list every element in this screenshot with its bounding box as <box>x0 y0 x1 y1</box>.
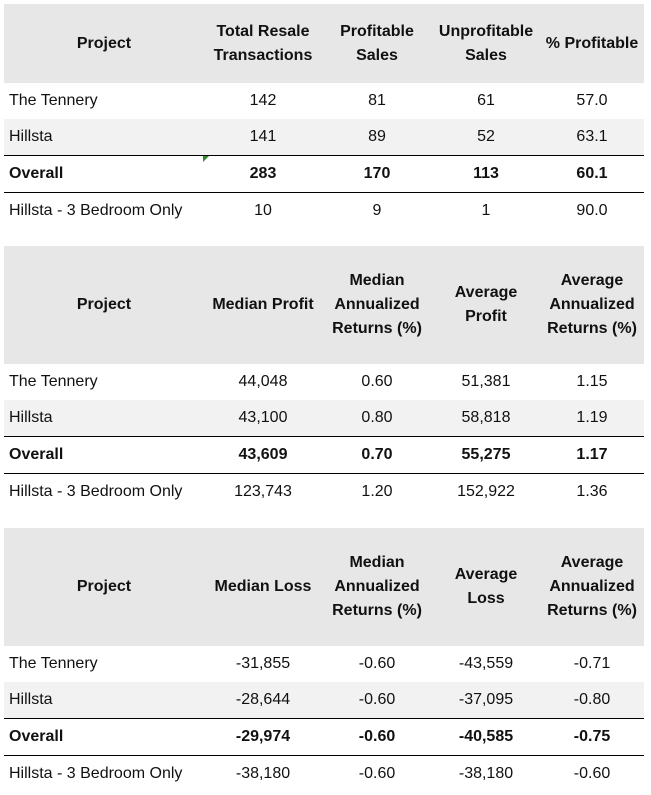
cell: -0.60 <box>358 655 396 672</box>
cell: 60.1 <box>540 155 644 193</box>
cell: 10 <box>254 202 272 219</box>
cell: -0.80 <box>540 682 644 719</box>
cell: 1.20 <box>361 483 393 500</box>
header-unprofitable-sales: Unprofitable Sales <box>432 4 540 83</box>
table-header-row: Project Median Profit Median Annualized … <box>4 246 644 364</box>
table-row-overall: Overall -29,974 -0.60 -40,585 -0.75 <box>4 718 644 756</box>
cell: 1.17 <box>540 436 644 474</box>
header-median-annualized-returns: Median Annualized Returns (%) <box>322 246 432 364</box>
cell: 113 <box>432 155 540 193</box>
cell: -38,180 <box>458 765 514 782</box>
cell-project: Overall <box>4 155 204 193</box>
cell: 0.60 <box>361 373 393 390</box>
cell: -40,585 <box>432 718 540 756</box>
cell-project: Hillsta - 3 Bedroom Only <box>9 483 183 500</box>
cell: 1.19 <box>540 400 644 437</box>
header-average-loss: Average Loss <box>432 528 540 646</box>
cell: -0.60 <box>358 765 396 782</box>
header-average-annualized-returns: Average Annualized Returns (%) <box>540 528 644 646</box>
cell-project: Overall <box>4 436 204 474</box>
table-header-row: Project Total Resale Transactions Profit… <box>4 4 644 83</box>
cell: 43,100 <box>204 400 322 437</box>
cell: -0.60 <box>573 765 611 782</box>
cell: 55,275 <box>432 436 540 474</box>
cell: -0.60 <box>322 682 432 719</box>
table-row: The Tennery 142 81 61 57.0 <box>4 83 644 119</box>
cell: -0.60 <box>322 718 432 756</box>
header-project: Project <box>4 246 204 364</box>
cell-project: The Tennery <box>9 92 98 109</box>
cell: 51,381 <box>461 373 511 390</box>
cell: 123,743 <box>234 483 292 500</box>
cell: 81 <box>368 92 386 109</box>
table-row-overall: Overall 283 170 113 60.1 <box>4 155 644 193</box>
cell: 283 <box>204 155 322 193</box>
header-profitable-sales: Profitable Sales <box>322 4 432 83</box>
cell-project: Hillsta - 3 Bedroom Only <box>9 765 183 782</box>
cell: 1.15 <box>576 373 608 390</box>
cell: 0.80 <box>322 400 432 437</box>
cell-project: Hillsta <box>4 400 204 437</box>
profit-table: Project Median Profit Median Annualized … <box>4 246 644 510</box>
cell: 1.36 <box>576 483 608 500</box>
cell-project: Hillsta <box>4 682 204 719</box>
table-row: The Tennery 44,048 0.60 51,381 1.15 <box>4 364 644 400</box>
header-median-loss: Median Loss <box>204 528 322 646</box>
cell-project: The Tennery <box>9 655 98 672</box>
cell: -43,559 <box>458 655 514 672</box>
cell: -0.75 <box>540 718 644 756</box>
cell: 170 <box>322 155 432 193</box>
table-row-overall: Overall 43,609 0.70 55,275 1.17 <box>4 436 644 474</box>
cell: -37,095 <box>432 682 540 719</box>
cell: 58,818 <box>432 400 540 437</box>
resale-transactions-table: Project Total Resale Transactions Profit… <box>4 4 644 229</box>
header-median-profit: Median Profit <box>204 246 322 364</box>
cell: 57.0 <box>576 92 608 109</box>
header-project: Project <box>4 4 204 83</box>
cell: 1 <box>481 202 491 219</box>
cell: 44,048 <box>238 373 288 390</box>
cell: -0.71 <box>573 655 611 672</box>
table-row: Hillsta - 3 Bedroom Only 123,743 1.20 15… <box>4 474 644 511</box>
cell: 52 <box>432 119 540 156</box>
header-percent-profitable: % Profitable <box>540 4 644 83</box>
cell: 43,609 <box>204 436 322 474</box>
cell-project: Overall <box>4 718 204 756</box>
table-row: The Tennery -31,855 -0.60 -43,559 -0.71 <box>4 646 644 682</box>
table-row: Hillsta - 3 Bedroom Only -38,180 -0.60 -… <box>4 756 644 793</box>
cell: 9 <box>372 202 382 219</box>
table-header-row: Project Median Loss Median Annualized Re… <box>4 528 644 646</box>
loss-table: Project Median Loss Median Annualized Re… <box>4 528 644 792</box>
cell: 90.0 <box>576 202 608 219</box>
header-project: Project <box>4 528 204 646</box>
cell: 61 <box>477 92 495 109</box>
header-total-resale-transactions: Total Resale Transactions <box>204 4 322 83</box>
cell: -38,180 <box>235 765 291 782</box>
cell-comment-marker <box>203 156 209 162</box>
cell: 0.70 <box>322 436 432 474</box>
table-row: Hillsta 43,100 0.80 58,818 1.19 <box>4 400 644 437</box>
table-row: Hillsta - 3 Bedroom Only 10 9 1 90.0 <box>4 193 644 230</box>
cell: 89 <box>322 119 432 156</box>
cell: 63.1 <box>540 119 644 156</box>
cell: -28,644 <box>204 682 322 719</box>
cell: 152,922 <box>457 483 515 500</box>
cell: 141 <box>204 119 322 156</box>
cell: 142 <box>249 92 277 109</box>
cell-project: Hillsta - 3 Bedroom Only <box>9 202 183 219</box>
header-average-profit: Average Profit <box>432 246 540 364</box>
header-average-annualized-returns: Average Annualized Returns (%) <box>540 246 644 364</box>
header-median-annualized-returns: Median Annualized Returns (%) <box>322 528 432 646</box>
cell-project: Hillsta <box>4 119 204 156</box>
cell: -31,855 <box>235 655 291 672</box>
table-row: Hillsta -28,644 -0.60 -37,095 -0.80 <box>4 682 644 719</box>
cell: -29,974 <box>204 718 322 756</box>
cell-project: The Tennery <box>9 373 98 390</box>
table-row: Hillsta 141 89 52 63.1 <box>4 119 644 156</box>
